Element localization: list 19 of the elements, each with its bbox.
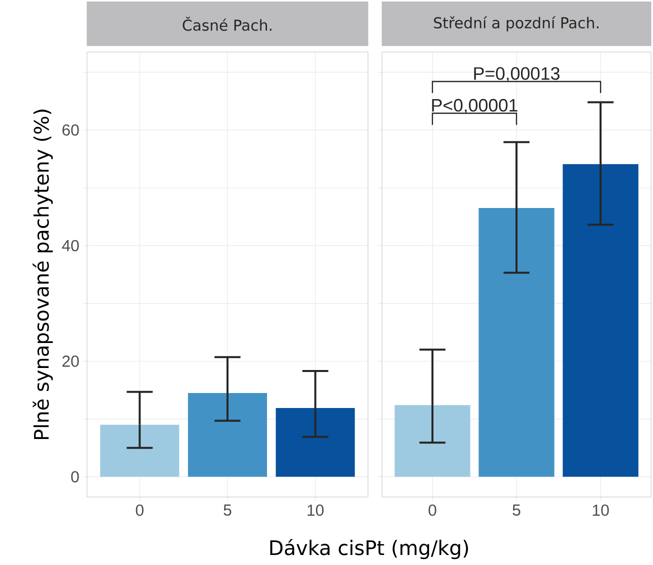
chart-title: Časné Pach. — [182, 16, 272, 31]
y-tick-label: 20 — [62, 356, 79, 367]
bar — [276, 408, 355, 477]
bar — [188, 392, 268, 477]
x-tick-label: 0 — [136, 504, 144, 516]
x-tick-label: 10 — [308, 504, 324, 516]
y-tick-label: 0 — [71, 471, 79, 482]
annotation: P=0,00013 — [474, 67, 560, 82]
x-axis-title: Dávka cisPt (mg/kg) — [270, 539, 468, 560]
x-tick-label: 0 — [428, 504, 436, 516]
chart-title: Střední a pozdní Pach. — [434, 16, 598, 32]
y-tick-label: 40 — [62, 240, 79, 252]
x-tick-label: 5 — [512, 504, 520, 516]
y-tick-label: 60 — [62, 124, 79, 136]
annotation: P<0,00001 — [432, 98, 518, 114]
x-tick-label: 10 — [592, 504, 609, 516]
y-axis-title: Plně synapsované pachyteny (%) — [32, 110, 53, 440]
bar — [100, 424, 180, 477]
x-tick-label: 5 — [224, 504, 232, 516]
